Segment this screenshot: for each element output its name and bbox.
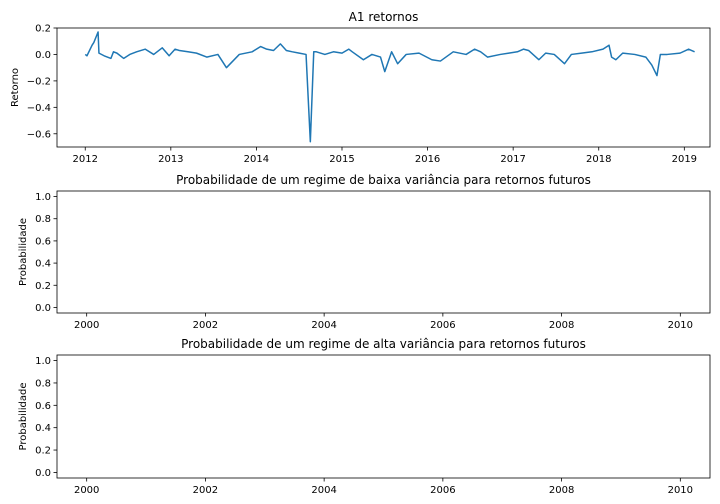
x-tick-label: 2000 xyxy=(74,485,99,496)
chart-title: A1 retornos xyxy=(349,10,419,24)
y-tick-label: 0.6 xyxy=(35,236,51,247)
y-axis-label: Probabilidade xyxy=(18,218,29,286)
series-line-1 xyxy=(84,31,695,143)
y-axis-label: Probabilidade xyxy=(18,383,29,451)
y-tick-label: 0.4 xyxy=(35,423,51,434)
x-tick-label: 2010 xyxy=(668,320,693,331)
x-tick-label: 2002 xyxy=(193,485,218,496)
x-tick-label: 2018 xyxy=(586,154,611,165)
x-tick-label: 2004 xyxy=(311,485,336,496)
axes-frame xyxy=(56,27,711,148)
x-tick-label: 2008 xyxy=(549,485,574,496)
y-tick-label: 0.6 xyxy=(35,401,51,412)
chart-title: Probabilidade de um regime de baixa vari… xyxy=(176,173,591,187)
x-tick-label: 2019 xyxy=(672,154,697,165)
y-tick-label: 0.8 xyxy=(35,214,51,225)
y-tick-label: 0.8 xyxy=(35,378,51,389)
axes-frame xyxy=(56,354,711,479)
x-tick-label: 2010 xyxy=(668,485,693,496)
chart-panel-3: 2000 2002 2004 2006 2008 2010 1.0 0.8 0.6 0.4 0.2 0… xyxy=(18,337,711,496)
x-tick-label: 2004 xyxy=(311,320,336,331)
x-tick-label: 2006 xyxy=(430,320,455,331)
y-tick-label: 0.0 xyxy=(35,468,51,479)
chart-panel-1: 2012 2013 2014 2015 2016 2017 2018 2019 0.2 0.0 −0… xyxy=(10,10,711,165)
y-tick-label: 0.0 xyxy=(35,50,51,61)
y-tick-label: 1.0 xyxy=(35,192,51,203)
chart-panel-2: 2000 2002 2004 2006 2008 2010 1.0 0.8 0.6 0.4 0.2 0… xyxy=(18,173,711,331)
y-tick-label: 1.0 xyxy=(35,356,51,367)
y-tick-label: −0.4 xyxy=(27,103,51,114)
chart-title: Probabilidade de um regime de alta variâ… xyxy=(181,337,586,351)
x-tick-label: 2002 xyxy=(193,320,218,331)
x-tick-label: 2016 xyxy=(415,154,440,165)
y-tick-label: −0.2 xyxy=(27,76,51,87)
x-tick-label: 2015 xyxy=(329,154,354,165)
y-tick-label: −0.6 xyxy=(27,129,51,140)
y-tick-label: 0.2 xyxy=(35,281,51,292)
x-tick-label: 2017 xyxy=(500,154,525,165)
y-tick-label: 0.2 xyxy=(35,446,51,457)
x-tick-label: 2012 xyxy=(73,154,98,165)
x-tick-label: 2014 xyxy=(244,154,269,165)
x-tick-label: 2000 xyxy=(74,320,99,331)
x-tick-label: 2008 xyxy=(549,320,574,331)
x-tick-label: 2013 xyxy=(158,154,183,165)
y-tick-label: 0.0 xyxy=(35,303,51,314)
y-tick-label: 0.2 xyxy=(35,24,51,35)
x-tick-label: 2006 xyxy=(430,485,455,496)
y-tick-label: 0.4 xyxy=(35,259,51,270)
axes-frame xyxy=(56,190,711,314)
y-axis-label: Retorno xyxy=(10,68,21,107)
